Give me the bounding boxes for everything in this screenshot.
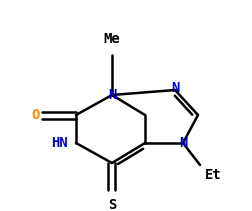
Text: N: N [170, 81, 178, 95]
Text: Me: Me [103, 32, 120, 46]
Text: HN: HN [51, 136, 68, 150]
Text: N: N [107, 88, 116, 102]
Text: N: N [178, 136, 186, 150]
Text: O: O [32, 108, 40, 122]
Text: S: S [107, 198, 116, 211]
Text: Et: Et [204, 168, 221, 182]
